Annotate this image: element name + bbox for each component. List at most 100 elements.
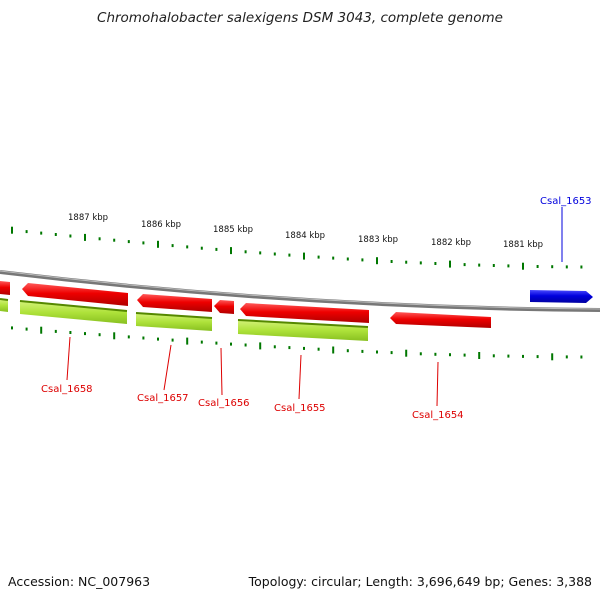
gene-csal-1656-arrow[interactable] xyxy=(214,300,234,314)
inner-minor-tick xyxy=(171,338,174,342)
inner-scale-ticks xyxy=(11,326,583,361)
gene-csal-1655-arrow[interactable] xyxy=(240,303,369,323)
outer-minor-tick xyxy=(113,238,116,242)
inner-major-tick xyxy=(186,337,189,345)
outer-minor-tick xyxy=(54,233,57,236)
outer-minor-tick xyxy=(317,255,320,259)
inner-major-tick xyxy=(478,352,481,359)
gene-csal-1657-arrow[interactable] xyxy=(137,294,212,312)
outer-minor-tick xyxy=(25,230,28,234)
inner-minor-tick xyxy=(580,355,583,359)
callout-csal-1655 xyxy=(298,354,302,400)
map-title: Chromohalobacter salexigens DSM 3043, co… xyxy=(97,10,503,26)
callout-csal-1656 xyxy=(220,347,223,396)
inner-minor-tick xyxy=(492,354,495,358)
outer-minor-tick xyxy=(492,264,495,267)
inner-minor-tick xyxy=(244,343,247,347)
gene-label-csal-1656[interactable]: Csal_1656 xyxy=(198,398,250,409)
outer-minor-tick xyxy=(463,263,466,267)
gene-csal-1658-arrow[interactable] xyxy=(22,283,128,306)
outer-minor-tick xyxy=(361,258,364,262)
accession-text: Accession: NC_007963 xyxy=(8,574,151,589)
outer-minor-tick xyxy=(171,244,174,248)
inner-minor-tick xyxy=(98,333,101,337)
gene-label-csal-1657[interactable]: Csal_1657 xyxy=(137,393,189,404)
outer-minor-tick xyxy=(419,261,422,265)
callout-csal-1654 xyxy=(436,361,439,407)
outer-minor-tick xyxy=(346,257,349,261)
outer-major-tick xyxy=(230,247,232,255)
scale-label-1882: 1882 kbp xyxy=(431,238,471,248)
outer-minor-tick xyxy=(142,241,145,245)
outer-minor-tick xyxy=(478,263,481,267)
outer-minor-tick xyxy=(244,250,247,254)
genome-backbone-highlight xyxy=(0,270,600,310)
inner-major-tick xyxy=(259,342,262,350)
inner-minor-tick xyxy=(84,332,86,336)
outer-minor-tick xyxy=(536,265,539,268)
inner-minor-tick xyxy=(449,353,451,357)
scale-label-1887: 1887 kbp xyxy=(68,213,108,223)
cds-offscreen-left[interactable] xyxy=(0,299,8,312)
outer-minor-tick xyxy=(507,264,510,268)
outer-minor-tick xyxy=(390,260,393,263)
inner-minor-tick xyxy=(69,331,72,334)
gene-csal-1653-arrow[interactable] xyxy=(530,290,593,303)
callout-lines xyxy=(66,207,563,407)
inner-major-tick xyxy=(405,349,408,357)
outer-minor-tick xyxy=(405,260,408,264)
inner-minor-tick xyxy=(536,355,539,359)
inner-minor-tick xyxy=(230,342,232,346)
gene-label-csal-1658[interactable]: Csal_1658 xyxy=(41,384,93,395)
inner-minor-tick xyxy=(419,352,422,356)
inner-minor-tick xyxy=(317,347,320,351)
inner-minor-tick xyxy=(376,350,378,354)
inner-major-tick xyxy=(551,353,554,361)
inner-minor-tick xyxy=(288,346,291,350)
inner-minor-tick xyxy=(346,349,349,353)
gene-label-csal-1653[interactable]: Csal_1653 xyxy=(540,196,592,207)
outer-major-tick xyxy=(157,240,159,248)
outer-minor-tick xyxy=(580,265,583,269)
outer-major-tick xyxy=(522,262,524,270)
outer-minor-tick xyxy=(40,231,43,235)
inner-minor-tick xyxy=(25,327,28,331)
outer-minor-tick xyxy=(288,253,291,257)
gene-label-csal-1655[interactable]: Csal_1655 xyxy=(274,403,326,414)
cds-csal-1658[interactable] xyxy=(20,301,127,324)
inner-minor-tick xyxy=(127,335,130,339)
gene-label-csal-1654[interactable]: Csal_1654 xyxy=(412,410,464,421)
scale-labels: 1887 kbp 1886 kbp 1885 kbp 1884 kbp 1883… xyxy=(68,213,543,250)
inner-minor-tick xyxy=(215,341,218,345)
outer-minor-tick xyxy=(186,245,189,249)
outer-minor-tick xyxy=(259,251,262,255)
outer-minor-tick xyxy=(273,252,276,256)
outer-minor-tick xyxy=(565,265,568,269)
inner-major-tick xyxy=(332,346,335,354)
topology-text: Topology: circular; Length: 3,696,649 bp… xyxy=(248,574,592,589)
outer-minor-tick xyxy=(215,247,218,251)
genome-backbone xyxy=(0,270,600,312)
inner-minor-tick xyxy=(507,354,510,358)
inner-minor-tick xyxy=(11,326,13,330)
gene-csal-1654-arrow[interactable] xyxy=(390,312,491,328)
outer-major-tick xyxy=(376,257,378,265)
outer-major-tick xyxy=(84,233,86,241)
outer-minor-tick xyxy=(98,237,101,241)
outer-major-tick xyxy=(11,226,13,234)
cds-features xyxy=(0,298,369,341)
inner-minor-tick xyxy=(157,337,159,341)
outer-minor-tick xyxy=(69,234,72,238)
scale-label-1886: 1886 kbp xyxy=(141,220,181,230)
inner-minor-tick xyxy=(463,353,466,357)
inner-minor-tick xyxy=(434,352,437,356)
inner-major-tick xyxy=(40,326,43,334)
inner-minor-tick xyxy=(54,329,57,333)
inner-minor-tick xyxy=(142,336,145,340)
outer-minor-tick xyxy=(332,256,335,260)
scale-label-1883: 1883 kbp xyxy=(358,235,398,245)
gene-offscreen-left-arrow[interactable] xyxy=(0,281,10,295)
callout-csal-1657 xyxy=(163,344,172,391)
inner-minor-tick xyxy=(273,345,276,349)
